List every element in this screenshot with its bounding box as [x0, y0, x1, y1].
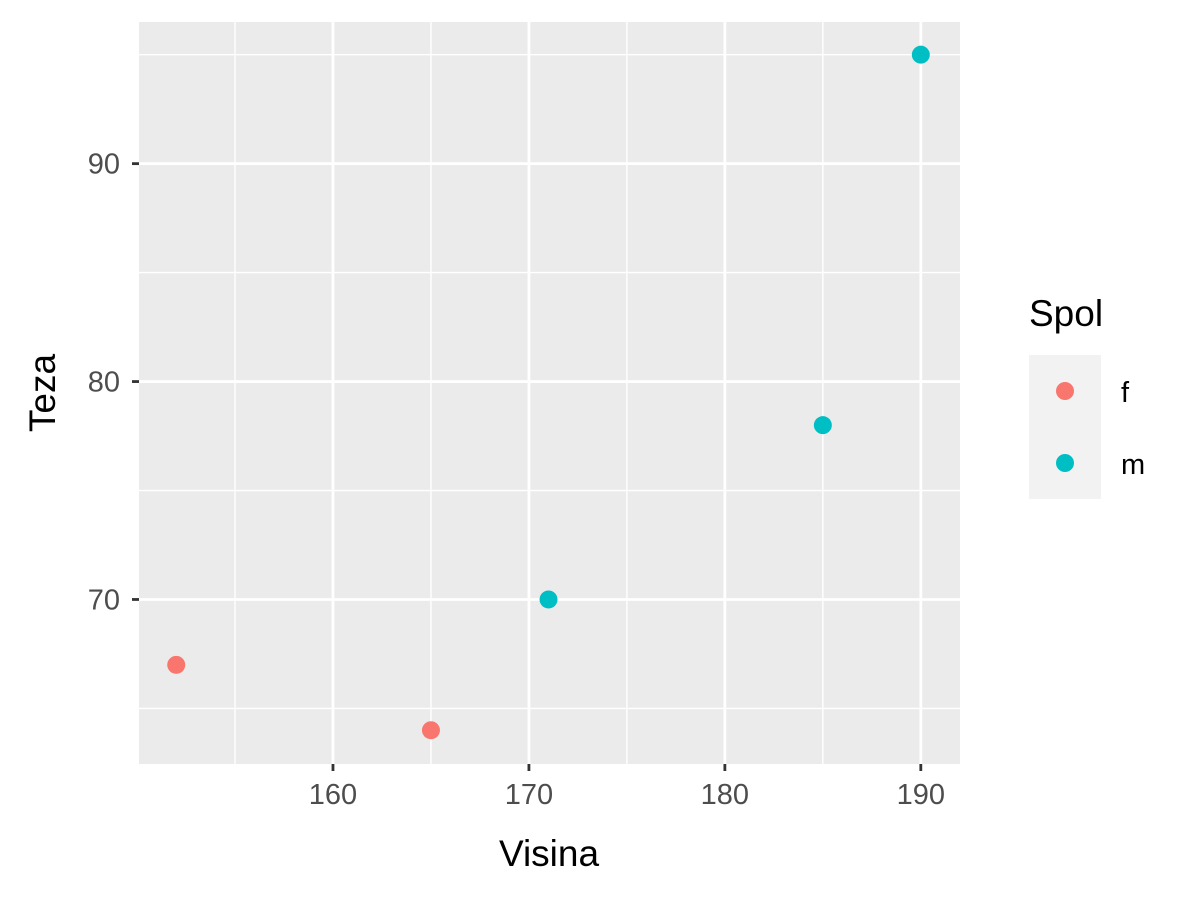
- data-point-f: [167, 655, 186, 674]
- legend-key-m: [1056, 454, 1074, 472]
- legend-key-background: [1029, 355, 1101, 499]
- data-points: [167, 45, 930, 740]
- x-axis-title: Visina: [499, 833, 600, 874]
- x-tick-label: 170: [505, 779, 553, 811]
- x-tick-label: 180: [701, 779, 749, 811]
- tick-labels: 160 170 180 190 70 80 90: [88, 149, 945, 811]
- axis-ticks: [132, 162, 923, 771]
- y-tick-label: 80: [88, 367, 120, 399]
- plot-panel: [139, 22, 960, 764]
- y-tick-label: 70: [88, 584, 120, 616]
- y-axis-title: Teza: [22, 354, 63, 433]
- data-point-m: [539, 590, 558, 609]
- legend-label-f: f: [1121, 377, 1130, 409]
- data-point-f: [421, 721, 440, 740]
- x-tick-label: 190: [897, 779, 945, 811]
- legend-title: Spol: [1029, 293, 1103, 334]
- y-tick-label: 90: [88, 149, 120, 181]
- legend-label-m: m: [1121, 449, 1145, 481]
- data-point-m: [911, 45, 930, 64]
- legend-key-f: [1056, 382, 1074, 400]
- legend: Spol f m: [1029, 293, 1145, 499]
- x-tick-label: 160: [309, 779, 357, 811]
- data-point-m: [813, 416, 832, 435]
- minor-gridlines: [139, 22, 960, 764]
